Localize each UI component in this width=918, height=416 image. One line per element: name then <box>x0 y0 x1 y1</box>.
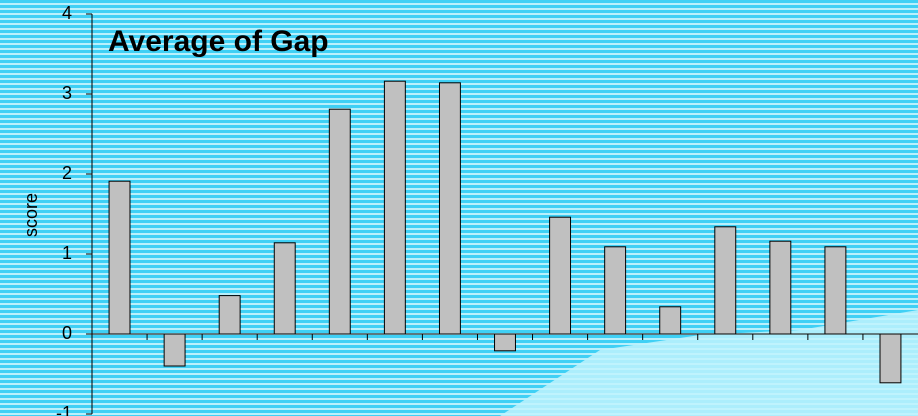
y-tick-label: 3 <box>62 83 72 103</box>
chart-title: Average of Gap <box>108 25 329 58</box>
y-tick-label: 0 <box>62 323 72 343</box>
bar <box>494 333 516 352</box>
y-axis-label: score <box>21 193 41 237</box>
bar <box>328 108 351 335</box>
bar <box>879 333 902 384</box>
decoration <box>500 310 918 416</box>
bar <box>604 246 627 335</box>
bar <box>549 216 572 335</box>
y-tick-label: -1 <box>56 403 72 416</box>
bar <box>163 333 186 367</box>
bar <box>273 242 296 335</box>
bar <box>438 82 461 335</box>
bar <box>383 80 406 335</box>
bar <box>714 226 737 335</box>
y-tick-label: 4 <box>62 3 72 23</box>
y-tick-label: 1 <box>62 243 72 263</box>
bar <box>218 295 241 335</box>
bar <box>769 240 792 335</box>
bar <box>659 306 682 335</box>
bar <box>108 180 131 335</box>
bar <box>824 246 847 335</box>
y-tick-label: 2 <box>62 163 72 183</box>
